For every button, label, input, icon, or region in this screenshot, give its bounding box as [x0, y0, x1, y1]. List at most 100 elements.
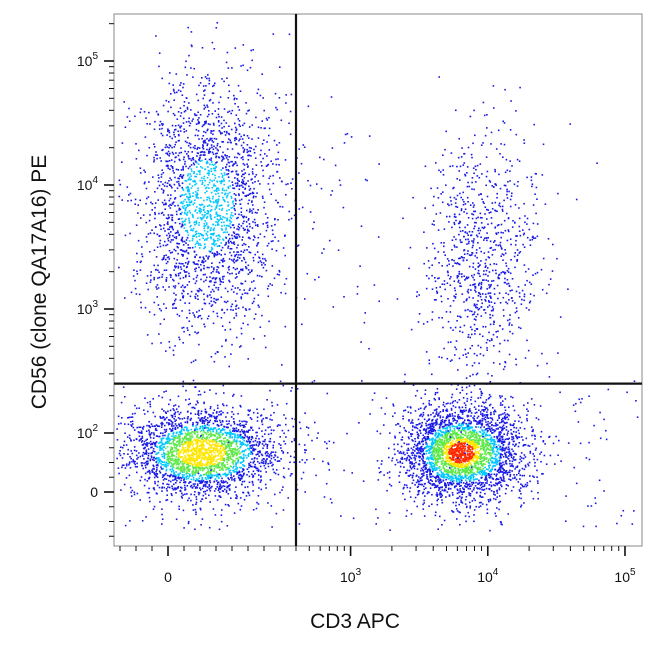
scatter-point — [483, 459, 486, 461]
scatter-point — [512, 486, 515, 488]
scatter-point — [230, 444, 232, 447]
scatter-point — [277, 424, 280, 426]
scatter-point — [190, 437, 192, 440]
scatter-point — [199, 430, 202, 433]
scatter-point — [523, 444, 525, 446]
scatter-point — [234, 470, 236, 473]
scatter-point — [425, 466, 427, 469]
scatter-point — [255, 443, 258, 446]
scatter-point — [210, 457, 212, 459]
scatter-point — [468, 431, 471, 433]
scatter-point — [234, 449, 237, 451]
scatter-point — [441, 462, 444, 464]
scatter-point — [474, 451, 476, 454]
scatter-point — [244, 420, 247, 423]
scatter-point — [185, 428, 188, 431]
scatter-point — [186, 429, 188, 432]
scatter-point — [150, 446, 152, 449]
scatter-point — [464, 485, 466, 487]
scatter-point — [284, 443, 287, 445]
scatter-point — [451, 466, 453, 469]
scatter-point — [245, 431, 247, 433]
scatter-point — [221, 464, 223, 466]
scatter-point — [222, 464, 225, 466]
scatter-point — [420, 441, 423, 443]
scatter-point — [434, 469, 437, 471]
scatter-point — [199, 482, 201, 484]
scatter-point — [228, 453, 231, 455]
scatter-point — [423, 499, 425, 502]
scatter-point — [192, 406, 195, 409]
scatter-point — [414, 395, 417, 397]
scatter-point — [198, 466, 200, 469]
scatter-point — [499, 464, 501, 467]
scatter-point — [276, 460, 279, 462]
scatter-point — [457, 433, 459, 436]
scatter-point — [473, 520, 475, 523]
scatter-point — [463, 469, 466, 472]
scatter-point — [489, 428, 491, 430]
scatter-point — [194, 413, 197, 415]
scatter-point — [215, 432, 217, 434]
scatter-point — [498, 459, 501, 462]
scatter-point — [141, 437, 144, 439]
scatter-point — [303, 444, 306, 446]
scatter-point — [259, 465, 262, 468]
scatter-point — [486, 441, 488, 443]
scatter-point — [201, 453, 204, 456]
scatter-point — [455, 501, 457, 504]
scatter-point — [206, 467, 209, 470]
scatter-point — [205, 481, 207, 483]
scatter-point — [225, 466, 227, 469]
scatter-point — [195, 442, 197, 445]
scatter-point — [454, 434, 457, 436]
scatter-point — [411, 439, 413, 441]
scatter-point — [246, 486, 249, 488]
scatter-point — [443, 425, 445, 428]
scatter-point — [143, 409, 145, 411]
scatter-point — [451, 483, 454, 486]
scatter-point — [218, 485, 221, 487]
scatter-point — [383, 474, 385, 476]
scatter-point — [463, 410, 466, 413]
scatter-point — [478, 442, 480, 445]
scatter-point — [505, 422, 507, 424]
scatter-point — [271, 464, 273, 467]
scatter-point — [420, 473, 423, 475]
scatter-point — [198, 457, 201, 459]
scatter-point — [428, 491, 430, 494]
scatter-point — [225, 452, 227, 455]
scatter-point — [458, 464, 460, 466]
scatter-point — [436, 423, 438, 426]
scatter-point — [305, 426, 308, 428]
scatter-point — [208, 449, 211, 451]
scatter-point — [445, 463, 448, 465]
scatter-point — [469, 459, 472, 462]
scatter-point — [130, 439, 132, 441]
scatter-point — [162, 449, 165, 452]
scatter-point — [414, 410, 417, 412]
scatter-point — [507, 418, 510, 421]
scatter-point — [203, 491, 205, 493]
scatter-point — [450, 479, 453, 481]
scatter-point — [535, 447, 537, 450]
scatter-point — [285, 402, 288, 405]
scatter-point — [172, 459, 175, 462]
scatter-point — [483, 414, 485, 416]
scatter-point — [416, 427, 419, 430]
scatter-point — [212, 447, 214, 450]
scatter-point — [152, 508, 155, 510]
scatter-point — [445, 409, 447, 412]
scatter-point — [201, 465, 203, 468]
scatter-point — [480, 456, 483, 458]
scatter-point — [154, 445, 156, 447]
scatter-point — [207, 476, 209, 479]
scatter-point — [430, 463, 432, 465]
scatter-point — [266, 454, 269, 457]
scatter-point — [201, 433, 203, 436]
scatter-point — [195, 403, 197, 406]
scatter-point — [209, 407, 212, 410]
scatter-point — [261, 443, 264, 445]
scatter-point — [265, 443, 267, 445]
scatter-point — [526, 482, 529, 484]
